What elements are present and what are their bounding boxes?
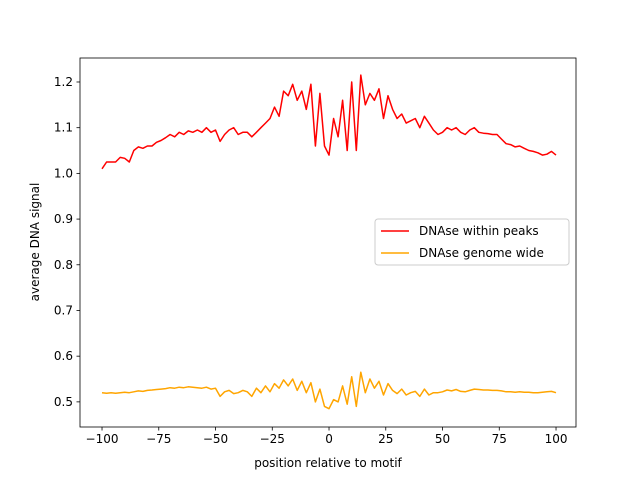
- x-tick-label: −25: [260, 432, 285, 446]
- y-tick-label: 0.9: [54, 212, 73, 226]
- y-tick-label: 0.6: [54, 349, 73, 363]
- legend: DNAse within peaks DNAse genome wide: [374, 218, 570, 266]
- x-axis-label: position relative to motif: [254, 456, 402, 470]
- x-tick-label: 0: [325, 432, 333, 446]
- x-tick-label: 100: [545, 432, 568, 446]
- legend-box: [374, 218, 570, 266]
- y-tick-label: 0.8: [54, 258, 73, 272]
- y-tick-label: 0.5: [54, 395, 73, 409]
- y-axis-label: average DNA signal: [28, 183, 42, 302]
- y-tick-label: 1.0: [54, 166, 73, 180]
- series-line-genome-wide: [101, 371, 557, 410]
- y-tick-label: 1.2: [54, 75, 73, 89]
- legend-label-genome: DNAse genome wide: [419, 246, 544, 260]
- series-line-peaks: [101, 74, 557, 170]
- x-tick-label: 50: [435, 432, 450, 446]
- x-tick-label: −100: [86, 432, 119, 446]
- y-tick-label: 1.1: [54, 121, 73, 135]
- legend-label-peaks: DNAse within peaks: [419, 224, 539, 238]
- x-tick-label: −75: [146, 432, 171, 446]
- x-tick-label: 75: [492, 432, 507, 446]
- x-tick-label: 25: [378, 432, 393, 446]
- x-tick-label: −50: [203, 432, 228, 446]
- y-tick-label: 0.7: [54, 303, 73, 317]
- axes-frame: [79, 57, 577, 428]
